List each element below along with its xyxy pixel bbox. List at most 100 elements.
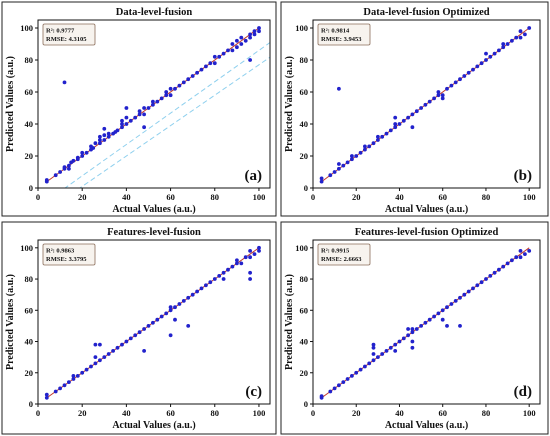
- panel-1: 0 20 40 60 80 100 0 20 40 60 80 100 Data-level-fusio…: [1, 1, 277, 217]
- data-point: [151, 99, 155, 104]
- y-tick-label: 60: [25, 305, 34, 315]
- plot-frame: [37, 239, 271, 405]
- data-point: [181, 80, 186, 85]
- data-point: [337, 166, 341, 171]
- x-tick-label: 60: [166, 408, 175, 418]
- data-point: [142, 106, 147, 110]
- data-point: [235, 261, 239, 266]
- data-point: [410, 125, 415, 130]
- data-point: [98, 141, 102, 146]
- data-point: [492, 270, 497, 275]
- data-point: [243, 38, 248, 43]
- r2-value: R²: 0.9863: [46, 248, 75, 255]
- data-point: [186, 324, 191, 328]
- data-point: [67, 163, 71, 168]
- data-point: [406, 115, 410, 120]
- x-tick-label: 0: [311, 192, 315, 202]
- data-point: [155, 317, 160, 322]
- data-point: [252, 32, 257, 37]
- data-point: [133, 115, 138, 120]
- y-tick-label: 100: [295, 23, 308, 33]
- data-point: [186, 295, 191, 300]
- data-point: [445, 305, 449, 310]
- data-point: [102, 133, 107, 138]
- y-tick-label: 80: [25, 274, 34, 284]
- panel-title: Features-level-fusion: [107, 227, 201, 238]
- data-point: [181, 299, 186, 303]
- data-point: [230, 48, 235, 53]
- data-point: [208, 280, 213, 285]
- data-point: [319, 394, 324, 399]
- data-point: [98, 342, 102, 347]
- data-point: [84, 367, 89, 372]
- data-point: [462, 74, 467, 78]
- data-point: [484, 51, 488, 56]
- data-point: [410, 330, 415, 335]
- x-tick-label: 80: [482, 192, 491, 202]
- data-point: [449, 302, 454, 306]
- data-point: [93, 355, 98, 359]
- data-point: [248, 255, 253, 260]
- data-point: [479, 61, 484, 66]
- data-point: [75, 155, 80, 160]
- data-point: [248, 277, 253, 281]
- data-point: [186, 77, 191, 82]
- data-point: [458, 324, 462, 328]
- x-tick-label: 40: [122, 408, 131, 418]
- data-point: [239, 42, 244, 46]
- x-tick-label: 40: [395, 192, 404, 202]
- data-point: [168, 333, 173, 338]
- data-point: [212, 277, 217, 281]
- data-point: [164, 90, 169, 94]
- data-point: [226, 48, 230, 53]
- data-point: [230, 42, 235, 46]
- data-point: [388, 128, 393, 133]
- data-point: [341, 163, 346, 168]
- data-point: [380, 134, 385, 139]
- x-tick-label: 60: [166, 192, 175, 202]
- data-point: [337, 162, 341, 166]
- y-tick-label: 20: [300, 368, 309, 378]
- data-point: [497, 267, 501, 272]
- data-point: [436, 311, 441, 316]
- data-point: [410, 339, 415, 344]
- y-tick-label: 40: [300, 119, 309, 129]
- data-point: [124, 122, 129, 126]
- data-point: [106, 352, 111, 356]
- data-point: [401, 118, 406, 123]
- data-point: [71, 158, 76, 163]
- data-point: [257, 29, 261, 34]
- data-point: [341, 380, 346, 384]
- y-tick-label: 40: [25, 119, 34, 129]
- data-point: [427, 99, 432, 104]
- x-tick-label: 100: [253, 408, 266, 418]
- y-axis-label: Predicted Values (a.u.): [5, 56, 16, 152]
- data-point: [248, 58, 253, 62]
- y-tick-label: 100: [295, 243, 308, 253]
- data-point: [440, 96, 445, 101]
- data-point: [453, 80, 458, 85]
- x-axis-label: Actual Values (a.u.): [112, 204, 195, 215]
- data-point: [155, 99, 160, 104]
- data-point: [367, 361, 372, 366]
- data-point: [406, 327, 410, 331]
- data-point: [115, 128, 120, 133]
- data-point: [252, 252, 257, 256]
- data-point: [221, 51, 226, 56]
- data-point: [62, 165, 67, 170]
- data-point: [195, 70, 200, 75]
- data-point: [501, 42, 506, 46]
- data-point: [71, 377, 76, 381]
- data-point: [445, 324, 449, 328]
- data-point: [380, 352, 385, 356]
- data-point: [466, 289, 471, 294]
- dashed-band: [64, 42, 270, 188]
- plot-frame: [312, 19, 541, 189]
- data-point: [248, 32, 253, 37]
- y-tick-label: 20: [300, 151, 309, 161]
- data-point: [67, 166, 71, 171]
- data-point: [91, 146, 96, 150]
- data-point: [102, 138, 107, 142]
- x-tick-label: 20: [78, 192, 87, 202]
- data-point: [190, 292, 195, 297]
